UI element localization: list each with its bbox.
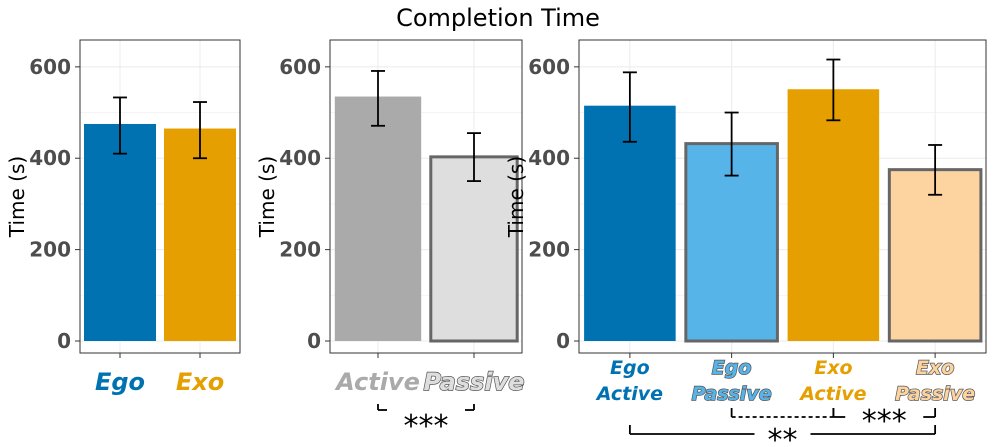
charts-container: 0 200 400 600 Time (s) Ego Exo 0 200 400 600 Time (… — [5, 39, 987, 447]
error-bar — [193, 101, 207, 160]
error-bar — [113, 96, 127, 155]
x-category-label: Passive — [895, 383, 975, 405]
significance-bracket — [730, 408, 835, 418]
panel-frame — [79, 39, 241, 354]
x-category-label: Ego — [610, 357, 650, 379]
bar-active — [334, 96, 422, 342]
bar-ego-active — [584, 105, 676, 341]
x-category-label: Passive — [424, 368, 525, 396]
y-tick-label: 600 — [279, 55, 321, 79]
error-bar — [724, 111, 739, 177]
panel-frame — [329, 39, 523, 354]
x-category-label: Passive — [692, 383, 772, 405]
bar-exo-passive — [887, 168, 983, 343]
x-category-label: Exo — [176, 368, 224, 396]
x-category-label: Exo — [916, 357, 954, 379]
y-tick-label: 0 — [307, 329, 321, 353]
y-axis-label: Time (s) — [5, 156, 29, 238]
bar-passive — [429, 155, 519, 343]
y-tick-label: 0 — [556, 329, 570, 353]
x-category-label: Active — [798, 383, 866, 405]
x-category-label: Active — [595, 383, 663, 405]
panel-frame — [578, 39, 987, 354]
y-tick-label: 200 — [29, 238, 71, 262]
y-tick-label: 400 — [29, 146, 71, 170]
y-tick-label: 400 — [528, 146, 570, 170]
figure-title: Completion Time — [396, 4, 600, 32]
x-category-label: Ego — [712, 357, 752, 379]
significance-label: *** — [404, 409, 449, 444]
chart-panel-2: 0 200 400 600 Time (s) Active Passive *** — [255, 39, 525, 444]
bar-exo — [164, 128, 236, 341]
y-tick-label: 200 — [528, 238, 570, 262]
x-category-label: Active — [334, 368, 420, 396]
error-bar — [826, 58, 841, 122]
error-bar — [467, 132, 481, 182]
y-tick-label: 200 — [279, 238, 321, 262]
chart-panel-3: 0 200 400 600 Time (s) Ego Active Ego Passive Exo… — [504, 39, 987, 447]
significance-label: ** — [768, 423, 798, 447]
x-category-label: Exo — [814, 357, 852, 379]
significance-bracket — [377, 404, 475, 411]
y-tick-label: 600 — [528, 55, 570, 79]
bar-exo-active — [787, 89, 880, 341]
y-tick-label: 0 — [57, 329, 71, 353]
y-tick-label: 400 — [279, 146, 321, 170]
significance-bracket — [628, 425, 937, 435]
x-category-label: Ego — [95, 368, 145, 396]
bar-ego — [84, 123, 156, 341]
y-axis-label: Time (s) — [255, 156, 279, 238]
error-bar — [928, 144, 943, 196]
error-bar — [622, 71, 637, 143]
y-axis-label: Time (s) — [504, 156, 528, 238]
y-tick-label: 600 — [29, 55, 71, 79]
bar-ego-passive — [684, 142, 779, 343]
error-bar — [371, 70, 385, 127]
chart-panel-1: 0 200 400 600 Time (s) Ego Exo — [5, 39, 241, 396]
significance-bracket — [832, 408, 937, 418]
